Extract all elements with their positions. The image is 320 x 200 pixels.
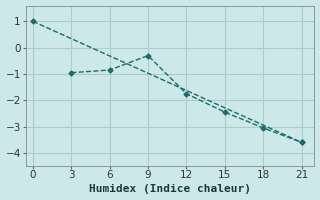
X-axis label: Humidex (Indice chaleur): Humidex (Indice chaleur): [90, 184, 252, 194]
